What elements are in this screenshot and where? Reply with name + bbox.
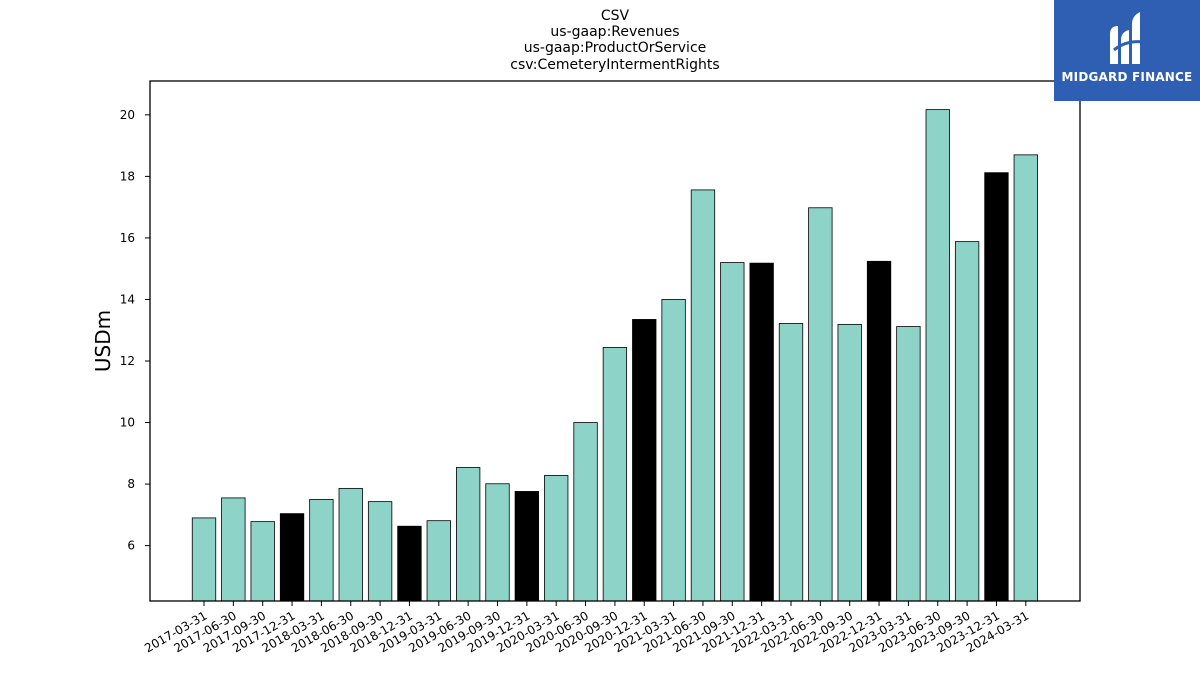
y-tick-label: 10 — [120, 416, 135, 430]
bar-2020-03-31 — [544, 475, 569, 602]
chart-title: CSV us-gaap:Revenues us-gaap:ProductOrSe… — [510, 8, 719, 73]
bar-2021-03-31 — [661, 299, 686, 602]
bar-2020-09-30 — [602, 347, 628, 602]
bar-2021-12-31 — [749, 262, 774, 602]
bar-2019-12-31 — [514, 491, 539, 602]
logo: MIDGARD FINANCE — [1054, 0, 1200, 101]
bar-2019-03-31 — [426, 520, 451, 602]
y-tick-label: 8 — [127, 477, 135, 491]
y-tick-label: 18 — [120, 169, 135, 183]
bar-2017-03-31 — [191, 517, 217, 602]
bar-2019-09-30 — [485, 483, 510, 602]
bar-2017-06-30 — [221, 497, 246, 602]
chart-title-line-1: CSV — [601, 8, 630, 24]
y-axis-ticks: 6 8 10 12 14 16 18 20 — [120, 108, 150, 553]
bars-group — [191, 109, 1038, 602]
y-tick-label: 14 — [120, 292, 135, 306]
y-tick-label: 20 — [120, 108, 135, 122]
bar-2018-09-30 — [367, 501, 393, 602]
logo-text: MIDGARD FINANCE — [1061, 70, 1193, 84]
y-tick-label: 16 — [120, 231, 135, 245]
chart-title-line-3: us-gaap:ProductOrService — [524, 40, 707, 56]
y-tick-label: 6 — [127, 539, 135, 553]
bar-2018-12-31 — [397, 525, 422, 602]
bar-2022-12-31 — [866, 260, 892, 602]
y-axis-label: USDm — [91, 310, 115, 372]
bar-2017-12-31 — [279, 513, 305, 602]
bar-2022-06-30 — [808, 207, 833, 602]
bar-2017-09-30 — [250, 521, 275, 602]
bar-2020-12-31 — [632, 319, 657, 602]
bar-2019-06-30 — [455, 467, 481, 602]
midgard-logo-icon — [1110, 12, 1145, 64]
bar-2022-03-31 — [778, 323, 804, 602]
bar-2022-09-30 — [837, 323, 862, 602]
bar-2021-06-30 — [690, 189, 716, 602]
bar-2024-03-31 — [1013, 154, 1038, 602]
bar-2021-09-30 — [720, 262, 745, 602]
bar-2023-09-30 — [954, 241, 980, 602]
bar-2018-06-30 — [338, 487, 363, 602]
bar-2023-12-31 — [984, 172, 1009, 602]
chart-title-line-2: us-gaap:Revenues — [550, 24, 679, 40]
plot-frame — [149, 80, 1081, 602]
y-tick-label: 12 — [120, 354, 135, 368]
bar-2020-06-30 — [573, 422, 598, 602]
x-axis-ticks: 2017-03-312017-06-302017-09-302017-12-31… — [142, 601, 1031, 655]
bar-2023-06-30 — [925, 109, 950, 602]
bar-2023-03-31 — [896, 326, 921, 602]
bar-2018-03-31 — [309, 499, 334, 602]
chart-title-line-4: csv:CemeteryIntermentRights — [510, 57, 719, 73]
